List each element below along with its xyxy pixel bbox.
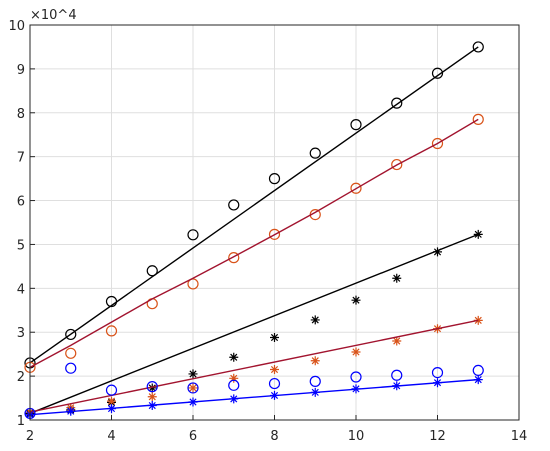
circle-point (187, 229, 199, 241)
x-tick-label: 4 (107, 429, 115, 444)
star-point (473, 315, 483, 325)
y-tick-label: 10 (8, 19, 25, 34)
star-point (107, 396, 116, 406)
circle-point (350, 182, 362, 194)
y-tick-label: 7 (17, 151, 25, 166)
star-point (392, 273, 402, 283)
circle-point (268, 173, 281, 185)
series-6 (29, 233, 479, 415)
circle-point (146, 381, 158, 393)
fit-line (29, 46, 479, 364)
circle-point (105, 325, 118, 337)
grid (29, 24, 520, 421)
x-tick-label: 14 (511, 429, 528, 444)
circle-point (431, 367, 444, 379)
y-tick-label: 5 (17, 238, 25, 253)
star-point (433, 247, 442, 257)
x-tick-label: 12 (429, 429, 446, 444)
star-point (310, 356, 320, 366)
star-point (229, 373, 239, 383)
star-point (270, 332, 279, 342)
circle-point (187, 382, 199, 394)
circle-point (350, 371, 362, 383)
star-point (229, 352, 239, 362)
circle-point (65, 328, 77, 341)
x-tick-label: 6 (189, 429, 197, 444)
circle-point (309, 375, 321, 387)
star-point (351, 347, 361, 357)
y-tick-label: 3 (17, 326, 25, 341)
circle-point (350, 119, 362, 131)
y-tick-label: 6 (17, 195, 25, 210)
circle-point (228, 252, 240, 264)
star-point (351, 295, 361, 305)
x-tick-label: 8 (270, 429, 278, 444)
circle-point (472, 41, 484, 53)
y-exponent-label: ×10^4 (30, 8, 77, 23)
series-4 (29, 118, 479, 368)
series-8 (29, 319, 479, 413)
x-tick-label: 2 (26, 429, 34, 444)
circle-point (105, 384, 118, 396)
circle-point (431, 67, 444, 79)
star-point (270, 365, 279, 375)
series-2 (29, 46, 479, 364)
circle-point (391, 369, 403, 381)
series-9 (24, 362, 484, 420)
circle-point (431, 137, 444, 150)
circle-point (268, 377, 281, 390)
y-tick-label: 8 (17, 107, 25, 122)
star-point (392, 336, 402, 346)
circle-point (309, 147, 321, 159)
x-tick-label: 10 (348, 429, 365, 444)
star-point (188, 369, 198, 379)
circle-point (268, 228, 281, 240)
y-tick-label: 1 (17, 414, 25, 429)
series-11 (29, 378, 479, 416)
circle-point (391, 97, 403, 109)
fit-line (29, 378, 479, 416)
circle-point (65, 362, 77, 374)
star-point (188, 383, 198, 393)
fit-line (29, 118, 479, 368)
star-point (310, 315, 320, 325)
y-tick-label: 2 (17, 370, 25, 385)
circle-point (228, 199, 240, 211)
circle-point (472, 364, 484, 377)
circle-point (65, 347, 77, 359)
circle-point (472, 113, 484, 125)
circle-point (228, 379, 240, 391)
plot-area (24, 41, 484, 420)
fit-line (29, 319, 479, 413)
y-tick-label: 9 (17, 63, 25, 78)
circle-point (146, 265, 158, 277)
y-tick-label: 4 (17, 282, 25, 297)
fit-line (29, 233, 479, 415)
circle-point (391, 158, 403, 171)
star-point (473, 375, 483, 385)
star-point (147, 383, 157, 393)
star-point (147, 392, 157, 402)
